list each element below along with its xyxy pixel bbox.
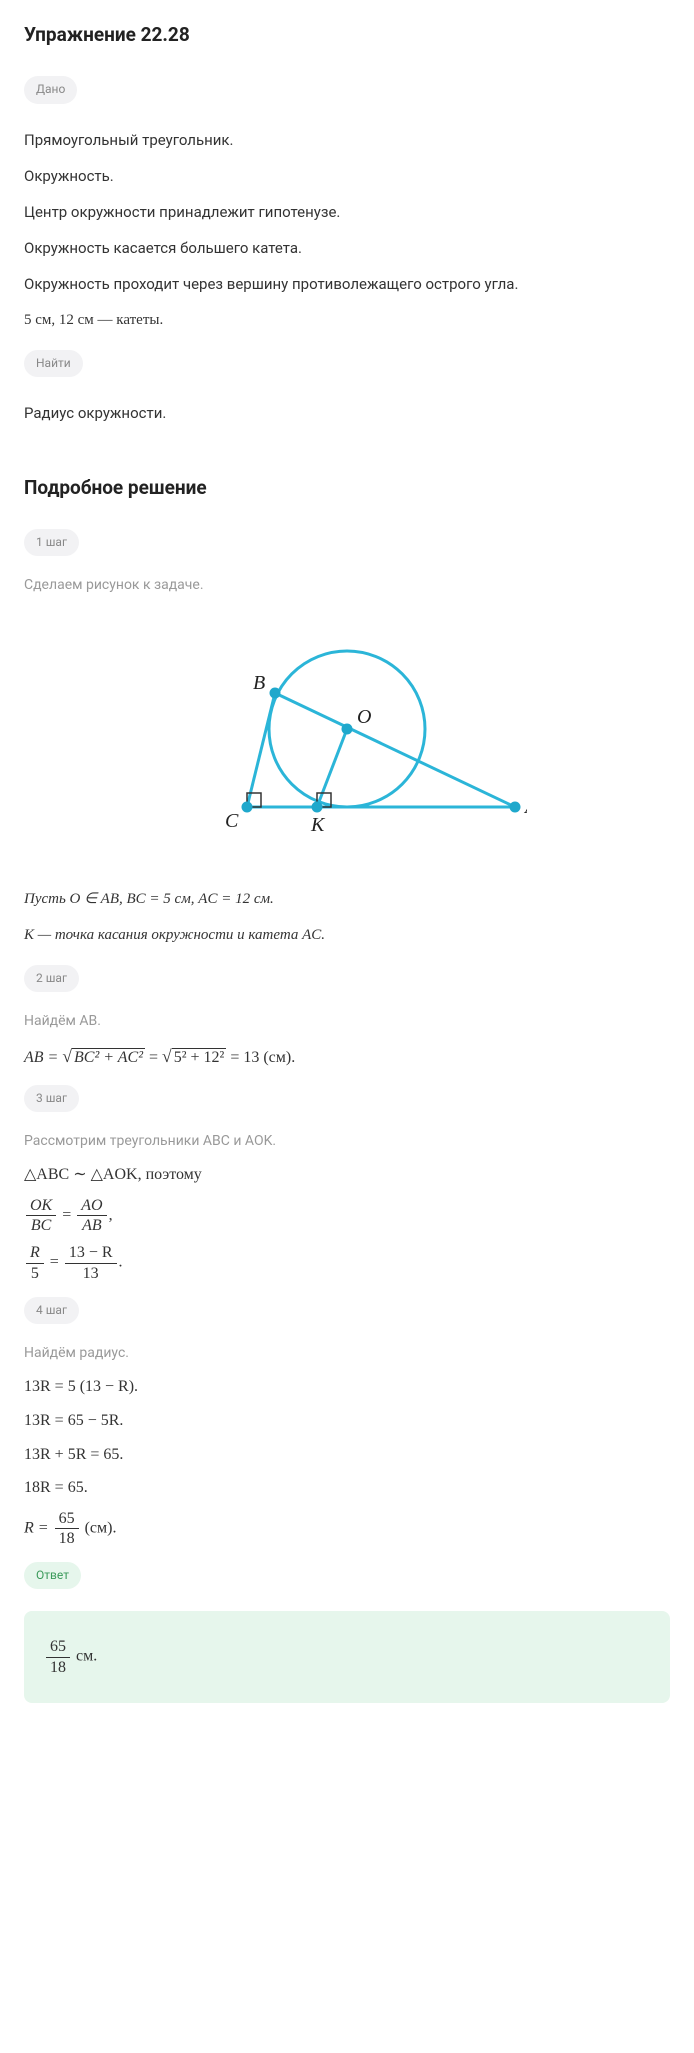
step-pill: 3 шаг bbox=[24, 1085, 79, 1112]
radius-line: 18R = 65. bbox=[24, 1475, 670, 1501]
ab-formula: AB = BC² + AC² = 5² + 12² = 13 (см). bbox=[24, 1042, 670, 1071]
radius-line: 13R = 65 − 5R. bbox=[24, 1408, 670, 1434]
similarity-line: △ABC ∼ △AOK, поэтому bbox=[24, 1162, 670, 1188]
ratio-formula-2: R5 = 13 − R13. bbox=[24, 1243, 670, 1282]
answer-box: 6518 см. bbox=[24, 1611, 670, 1702]
step-caption: Найдём AB. bbox=[24, 1010, 670, 1032]
answer-pill: Ответ bbox=[24, 1562, 81, 1589]
given-line: Центр окружности принадлежит гипотенузе. bbox=[24, 200, 670, 224]
find-text: Радиус окружности. bbox=[24, 401, 670, 425]
given-line: Окружность проходит через вершину против… bbox=[24, 272, 670, 296]
geometry-diagram: B O C K A bbox=[167, 617, 527, 857]
answer-value: 6518 см. bbox=[44, 1637, 650, 1676]
step-caption: Найдём радиус. bbox=[24, 1342, 670, 1364]
given-line: Окружность. bbox=[24, 164, 670, 188]
svg-text:C: C bbox=[225, 810, 239, 832]
find-pill: Найти bbox=[24, 350, 83, 377]
ratio-formula: OKBC = AOAB, bbox=[24, 1196, 670, 1235]
step-caption: Рассмотрим треугольники ABC и AOK. bbox=[24, 1130, 670, 1152]
solution-heading: Подробное решение bbox=[24, 473, 670, 503]
let-line: K — точка касания окружности и катета AC… bbox=[24, 923, 670, 947]
svg-text:O: O bbox=[357, 706, 371, 728]
step-caption: Сделаем рисунок к задаче. bbox=[24, 574, 670, 596]
step-pill: 2 шаг bbox=[24, 965, 79, 992]
radius-line: 13R = 5 (13 − R). bbox=[24, 1374, 670, 1400]
given-pill: Дано bbox=[24, 76, 77, 103]
svg-text:K: K bbox=[310, 814, 326, 836]
given-line: Прямоугольный треугольник. bbox=[24, 128, 670, 152]
step-pill: 4 шаг bbox=[24, 1297, 79, 1324]
svg-text:B: B bbox=[253, 672, 265, 694]
radius-line: 13R + 5R = 65. bbox=[24, 1442, 670, 1468]
given-line: Окружность касается большего катета. bbox=[24, 236, 670, 260]
let-line: Пусть O ∈ AB, BC = 5 см, AC = 12 см. bbox=[24, 887, 670, 911]
svg-text:A: A bbox=[523, 796, 527, 818]
step-pill: 1 шаг bbox=[24, 529, 79, 556]
radius-final: R = 6518 (см). bbox=[24, 1509, 670, 1548]
exercise-title: Упражнение 22.28 bbox=[24, 20, 670, 50]
given-katets: 5 см, 12 см — катеты. bbox=[24, 308, 670, 332]
